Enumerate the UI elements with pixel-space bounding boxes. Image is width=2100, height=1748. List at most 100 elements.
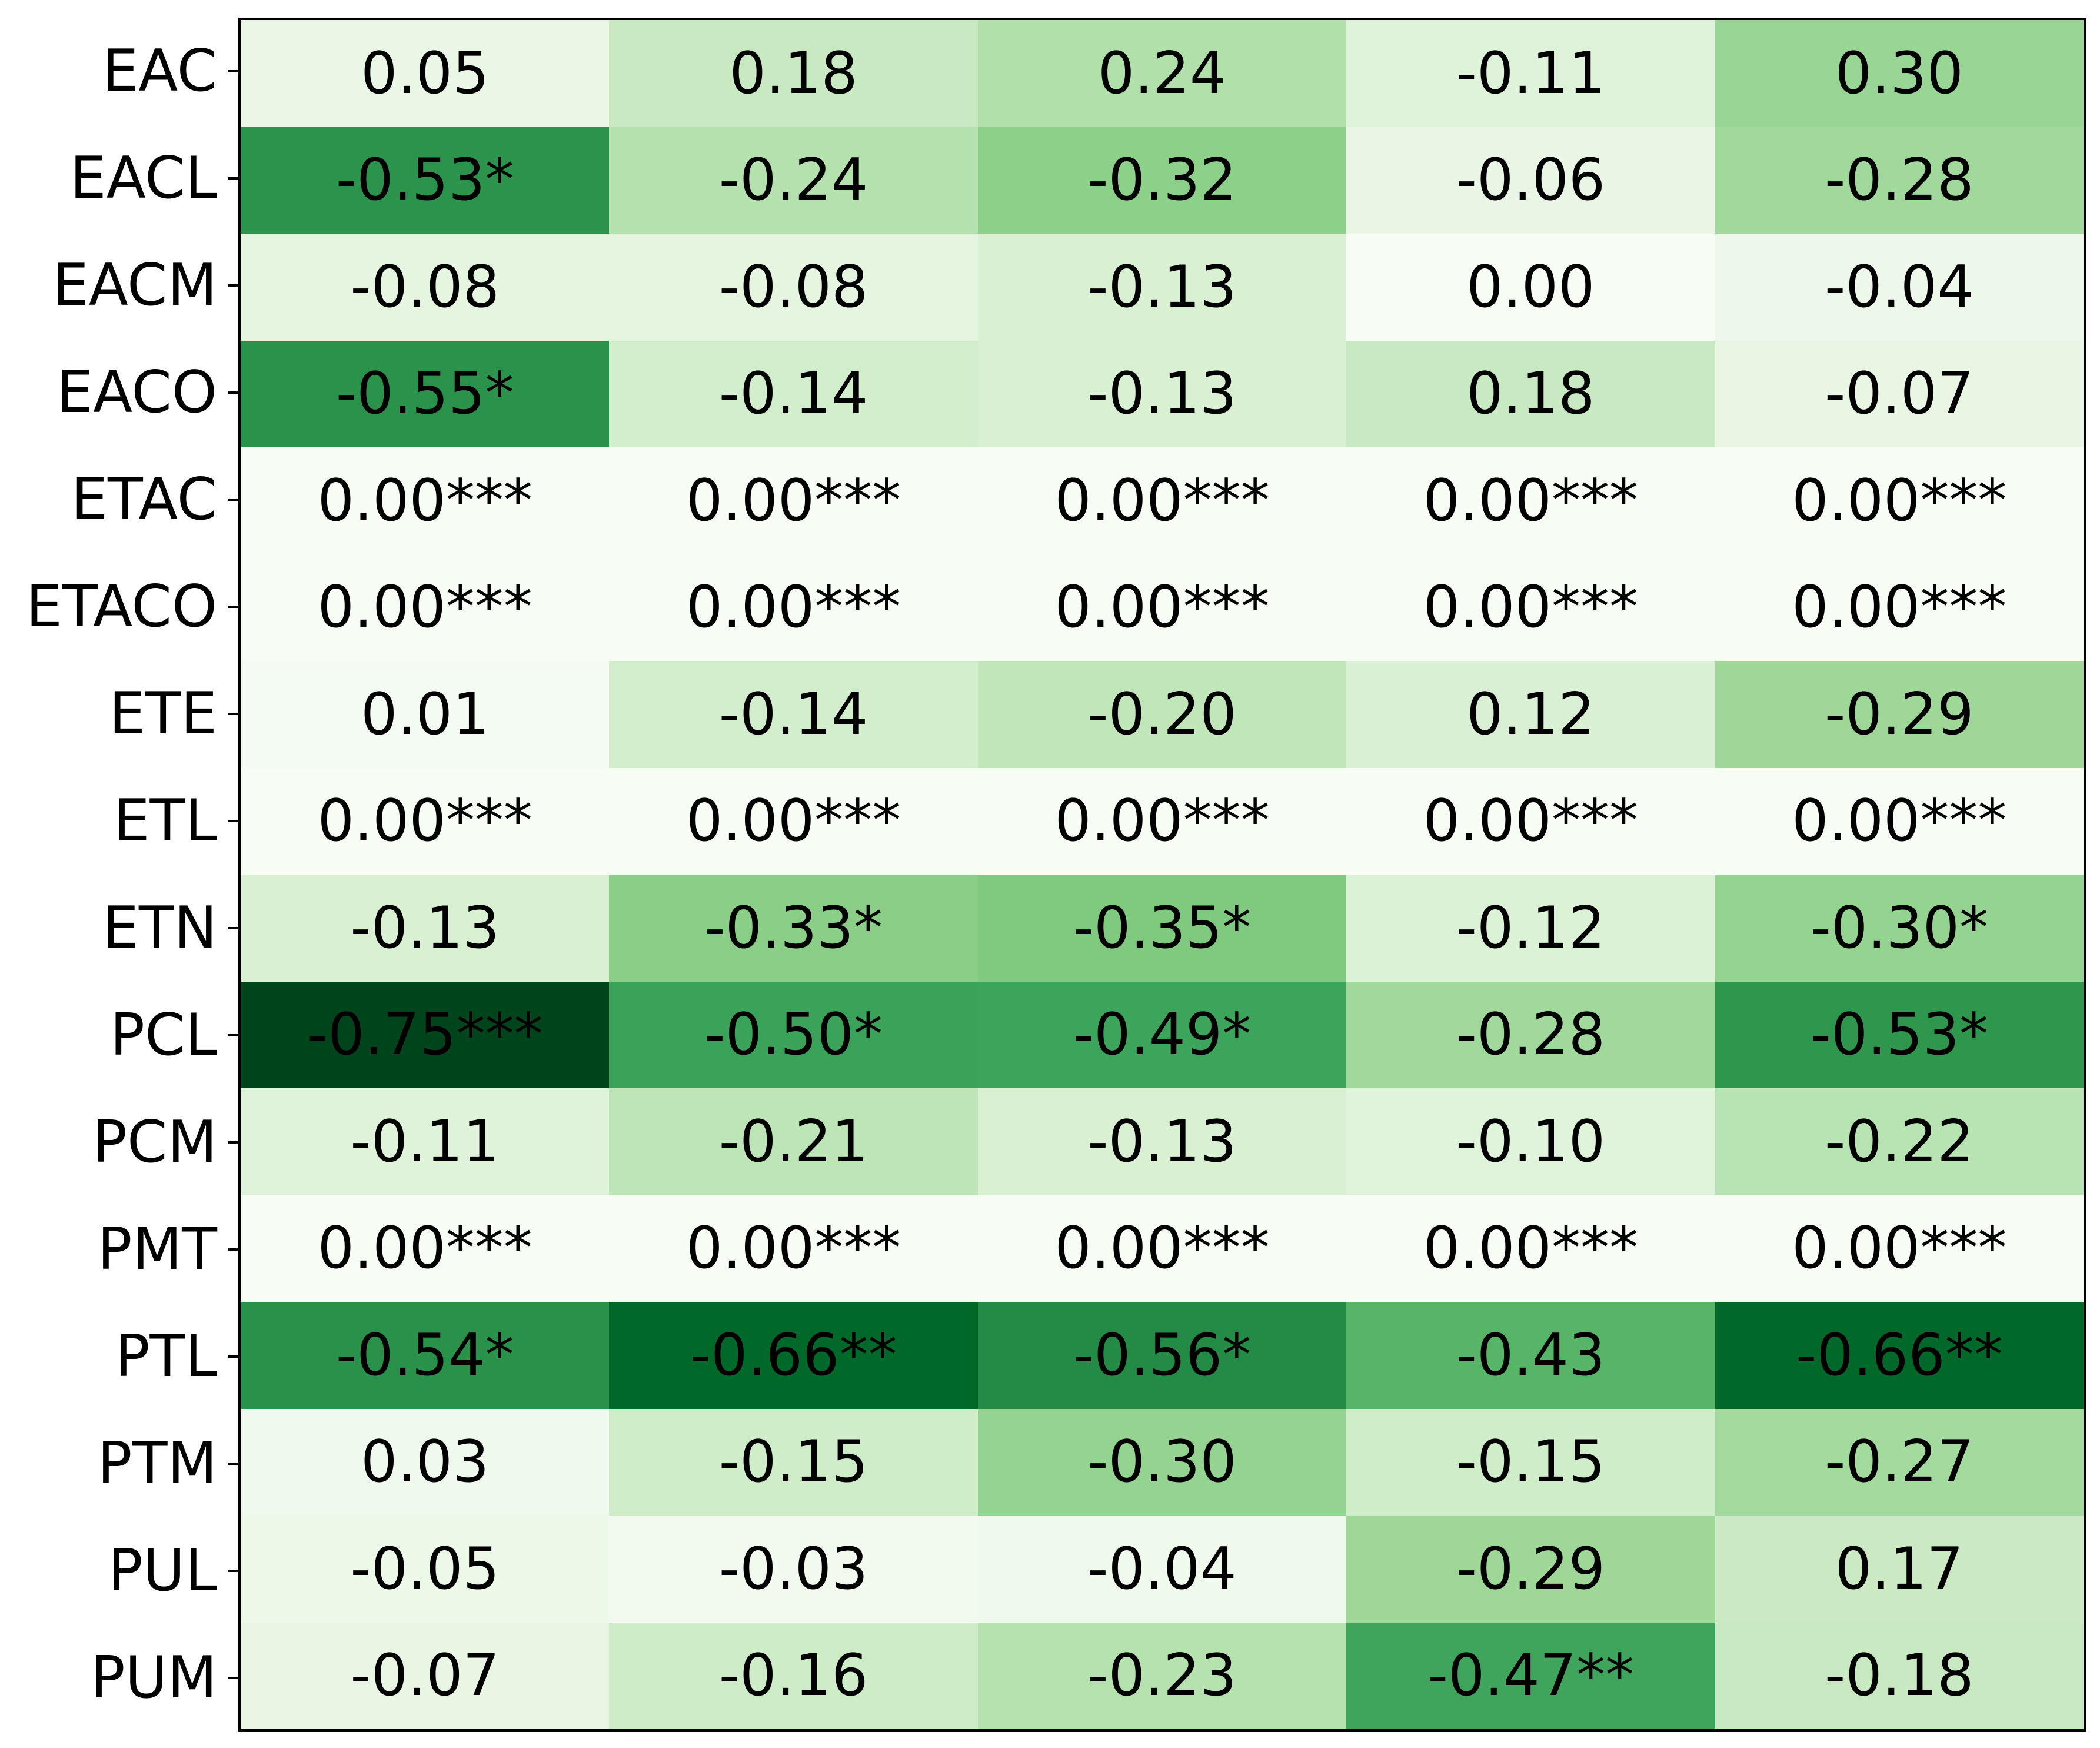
heatmap-cell: 0.00*** xyxy=(1346,767,1715,875)
heatmap-cell: -0.13 xyxy=(977,340,1347,447)
heatmap-cell: -0.28 xyxy=(1715,127,2084,234)
heatmap-cell: -0.14 xyxy=(609,661,978,768)
y-tick-mark xyxy=(228,177,238,180)
y-tick-mark xyxy=(228,1034,238,1036)
heatmap-plot-area: 0.05 0.18 0.24 -0.11 0.30 -0.53* -0.24 -0.32 -0.… xyxy=(238,18,2086,1732)
heatmap-cell: -0.04 xyxy=(977,1516,1347,1623)
heatmap-cell: -0.04 xyxy=(1715,234,2084,341)
y-tick-label: EACL xyxy=(0,125,238,232)
y-tick-label: PUM xyxy=(0,1624,238,1732)
y-tick-label-text: PCL xyxy=(109,1002,217,1069)
heatmap-cell: -0.29 xyxy=(1715,661,2084,768)
heatmap-cell: 0.00*** xyxy=(977,554,1347,661)
y-tick-label: PTL xyxy=(0,1303,238,1410)
heatmap-cell: -0.53* xyxy=(1715,981,2084,1088)
heatmap-cell: 0.00*** xyxy=(609,447,978,554)
heatmap-cell: -0.33* xyxy=(609,875,978,982)
heatmap-cell: -0.10 xyxy=(1346,1088,1715,1195)
y-tick-mark xyxy=(228,1248,238,1251)
heatmap-cell: -0.07 xyxy=(1715,340,2084,447)
heatmap-cell: -0.32 xyxy=(977,127,1347,234)
heatmap-cell: -0.23 xyxy=(977,1622,1347,1729)
heatmap-cell: 0.00*** xyxy=(1346,447,1715,554)
heatmap-cell: 0.00*** xyxy=(241,554,610,661)
heatmap-cell: -0.28 xyxy=(1346,981,1715,1088)
heatmap-cell: 0.12 xyxy=(1346,661,1715,768)
heatmap-cell: -0.21 xyxy=(609,1088,978,1195)
heatmap-cell: -0.13 xyxy=(977,234,1347,341)
heatmap-cell: -0.08 xyxy=(609,234,978,341)
heatmap-cell: -0.50* xyxy=(609,981,978,1088)
y-tick-label-text: ETACO xyxy=(25,573,217,640)
heatmap-cell: 0.00*** xyxy=(609,1195,978,1302)
heatmap-cell: 0.00*** xyxy=(609,767,978,875)
y-tick-label-text: ETL xyxy=(113,787,217,855)
y-tick-label-text: PCM xyxy=(92,1109,217,1176)
heatmap-cell: 0.00*** xyxy=(241,447,610,554)
heatmap-cell: -0.11 xyxy=(1346,20,1715,127)
heatmap-cell: -0.22 xyxy=(1715,1088,2084,1195)
heatmap-cell: 0.30 xyxy=(1715,20,2084,127)
y-tick-label: EACM xyxy=(0,232,238,339)
heatmap-cell: 0.01 xyxy=(241,661,610,768)
heatmap-cell: 0.18 xyxy=(609,20,978,127)
y-tick-mark xyxy=(228,927,238,929)
y-tick-label-text: PTL xyxy=(115,1323,217,1390)
y-tick-mark xyxy=(228,1463,238,1465)
heatmap-cell: 0.00*** xyxy=(609,554,978,661)
heatmap-cell: -0.53* xyxy=(241,127,610,234)
heatmap-cell: -0.15 xyxy=(1346,1408,1715,1516)
y-tick-label: PCM xyxy=(0,1089,238,1196)
y-tick-label: PCL xyxy=(0,982,238,1089)
y-tick-label-text: ETAC xyxy=(71,466,217,533)
y-tick-label: PTM xyxy=(0,1410,238,1517)
heatmap-cell: 0.00*** xyxy=(1715,1195,2084,1302)
y-tick-label-text: PMT xyxy=(97,1216,217,1283)
heatmap-cell: -0.13 xyxy=(977,1088,1347,1195)
heatmap-cell: -0.54* xyxy=(241,1302,610,1409)
heatmap-cell: -0.24 xyxy=(609,127,978,234)
y-axis-labels: EAC EACL EACM EACO ETAC ETACO ETE ETL ETN PCL PCM P… xyxy=(0,18,238,1732)
y-tick-label-text: EACL xyxy=(69,145,217,212)
y-tick-label: ETAC xyxy=(0,446,238,553)
heatmap-cell: -0.30 xyxy=(977,1408,1347,1516)
heatmap-cell: 0.00*** xyxy=(241,767,610,875)
heatmap-cell: -0.55* xyxy=(241,340,610,447)
heatmap-cell: -0.16 xyxy=(609,1622,978,1729)
heatmap-cell: 0.05 xyxy=(241,20,610,127)
y-tick-label: ETN xyxy=(0,875,238,982)
heatmap-cell: -0.05 xyxy=(241,1516,610,1623)
heatmap-cell: -0.75*** xyxy=(241,981,610,1088)
heatmap-cell: 0.18 xyxy=(1346,340,1715,447)
heatmap-cell: -0.47** xyxy=(1346,1622,1715,1729)
y-tick-label-text: PUM xyxy=(90,1644,217,1712)
heatmap-cell: -0.15 xyxy=(609,1408,978,1516)
y-tick-label-text: ETE xyxy=(109,680,217,747)
heatmap-cell: -0.29 xyxy=(1346,1516,1715,1623)
y-tick-label-text: EACO xyxy=(56,359,217,426)
y-tick-label-text: EACM xyxy=(52,252,217,319)
heatmap-cell: -0.12 xyxy=(1346,875,1715,982)
heatmap-cell: 0.00*** xyxy=(1715,767,2084,875)
heatmap-cell: 0.00*** xyxy=(241,1195,610,1302)
y-tick-label-text: ETN xyxy=(102,895,217,962)
heatmap-cell: 0.00*** xyxy=(1715,554,2084,661)
heatmap-cell: -0.07 xyxy=(241,1622,610,1729)
y-tick-mark xyxy=(228,391,238,394)
y-tick-mark xyxy=(228,499,238,501)
y-tick-mark xyxy=(228,713,238,715)
heatmap-cell: -0.18 xyxy=(1715,1622,2084,1729)
heatmap-cell: -0.30* xyxy=(1715,875,2084,982)
y-tick-label: EAC xyxy=(0,18,238,125)
heatmap-cell: -0.66** xyxy=(609,1302,978,1409)
heatmap-cell: -0.66** xyxy=(1715,1302,2084,1409)
heatmap-cell: 0.00*** xyxy=(977,447,1347,554)
heatmap-cell: -0.14 xyxy=(609,340,978,447)
y-tick-mark xyxy=(228,606,238,608)
y-tick-label-text: PUL xyxy=(108,1537,217,1604)
heatmap-cell: -0.13 xyxy=(241,875,610,982)
heatmap-cell: 0.00*** xyxy=(1715,447,2084,554)
heatmap-cell: 0.00*** xyxy=(977,1195,1347,1302)
heatmap-cell: 0.24 xyxy=(977,20,1347,127)
y-tick-label-text: EAC xyxy=(102,38,217,105)
